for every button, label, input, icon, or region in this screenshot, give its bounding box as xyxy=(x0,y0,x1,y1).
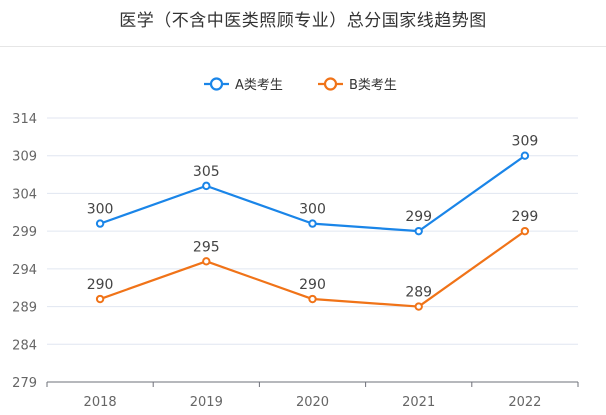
data-point[interactable] xyxy=(308,294,317,304)
data-point[interactable] xyxy=(520,226,530,236)
data-label-layer: 300 305 300 299 309 290 295 290 289 299 xyxy=(87,134,539,301)
legend-label: B类考生 xyxy=(349,78,397,93)
data-point[interactable] xyxy=(95,219,105,228)
data-label: 295 xyxy=(193,239,220,255)
chart-title: 医学（不含中医类照顾专业）总分国家线趋势图 xyxy=(119,11,487,31)
data-point[interactable] xyxy=(202,181,211,191)
data-point[interactable] xyxy=(414,226,423,236)
data-label: 300 xyxy=(87,202,114,218)
legend-marker xyxy=(323,77,338,91)
legend-marker xyxy=(209,77,224,91)
data-point[interactable] xyxy=(202,257,211,266)
legend-label: A类考生 xyxy=(235,78,283,93)
data-label: 299 xyxy=(512,209,539,225)
data-label: 305 xyxy=(193,164,220,180)
legend: A类考生 B类考生 xyxy=(204,77,397,93)
y-tick-label: 304 xyxy=(12,187,37,202)
y-tick-label: 314 xyxy=(12,112,37,127)
title-divider xyxy=(0,46,606,47)
x-tick-label: 2022 xyxy=(508,395,541,410)
data-point[interactable] xyxy=(308,219,317,228)
data-point[interactable] xyxy=(414,302,423,311)
y-tick-label: 299 xyxy=(12,225,37,240)
legend-item[interactable]: B类考生 xyxy=(318,77,397,93)
data-label: 290 xyxy=(87,277,114,293)
data-label: 309 xyxy=(512,134,539,150)
x-tick-label: 2018 xyxy=(84,395,117,410)
data-label: 290 xyxy=(299,277,326,293)
axis-layer: 279 284 289 294 299 304 309 314 2018 2019 2020 2021… xyxy=(12,112,579,410)
y-tick-label: 279 xyxy=(12,376,37,391)
y-tick-label: 309 xyxy=(12,150,37,165)
data-point[interactable] xyxy=(95,294,105,304)
data-label: 299 xyxy=(405,209,432,225)
y-tick-label: 284 xyxy=(12,338,37,353)
y-tick-label: 294 xyxy=(12,263,37,278)
data-point[interactable] xyxy=(520,151,530,160)
y-tick-label: 289 xyxy=(12,301,37,316)
legend-item[interactable]: A类考生 xyxy=(204,77,283,93)
data-label: 300 xyxy=(299,202,326,218)
x-tick-label: 2019 xyxy=(190,395,223,410)
grid-layer xyxy=(47,117,578,345)
series-layer xyxy=(95,151,530,311)
data-label: 289 xyxy=(405,285,432,301)
x-tick-label: 2020 xyxy=(296,395,329,410)
x-tick-label: 2021 xyxy=(402,395,435,410)
